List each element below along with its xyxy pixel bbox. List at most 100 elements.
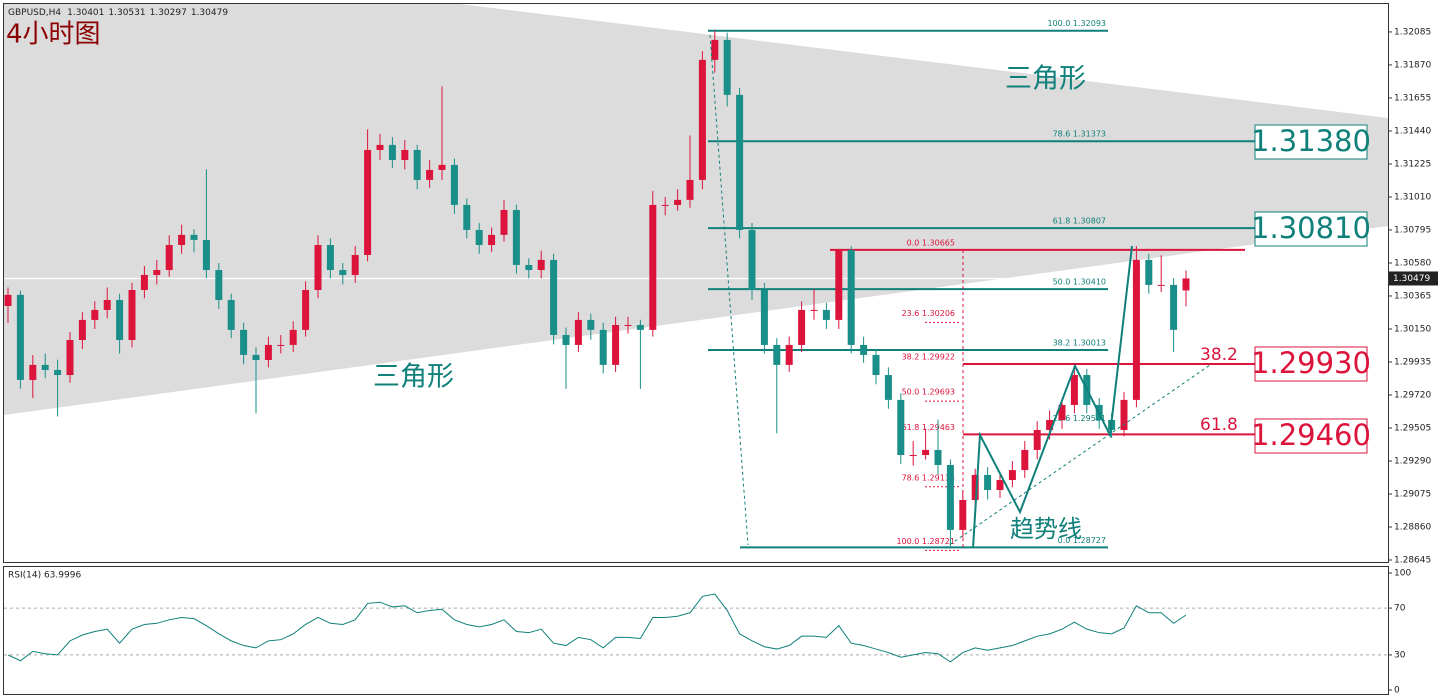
y-tick-label: 1.30580 — [1394, 258, 1431, 268]
ratio-label: 61.8 — [1200, 415, 1238, 435]
candle-body — [711, 39, 719, 60]
candle-body — [884, 375, 892, 400]
fib-label: 78.6 1.31373 — [1053, 130, 1106, 139]
candle-body — [1033, 429, 1041, 450]
candle-body — [822, 309, 830, 320]
candle-body — [748, 229, 756, 290]
candle-body — [426, 169, 434, 180]
candle-body — [574, 319, 582, 345]
candle-body — [103, 299, 111, 310]
fib-label: 23.6 1.29521 — [1053, 414, 1106, 423]
candle-body — [1170, 284, 1178, 330]
y-tick-label: 1.29935 — [1394, 357, 1431, 367]
candle-body — [4, 294, 12, 306]
candle-body — [674, 199, 682, 205]
y-tick-label: 0 — [1394, 686, 1400, 696]
candle-body — [810, 309, 818, 311]
fib-label: 38.2 1.30013 — [1053, 339, 1106, 348]
price-box — [1254, 418, 1368, 454]
rsi-title: RSI(14) 63.9996 — [8, 571, 81, 581]
candle-body — [798, 309, 806, 345]
candle-body — [339, 270, 347, 275]
dotted-line — [709, 34, 749, 546]
candle-body — [54, 369, 62, 376]
candle-body — [351, 254, 359, 275]
candle-body — [723, 39, 731, 95]
candle-body — [326, 245, 334, 271]
fib-label: 50.0 1.30410 — [1053, 278, 1106, 287]
candle-body — [1021, 449, 1029, 471]
candle-body — [475, 229, 483, 246]
candle-body — [153, 270, 161, 275]
candle-body — [537, 259, 545, 271]
y-tick-label: 100 — [1394, 569, 1411, 579]
candle-body — [661, 204, 669, 206]
candle-body — [500, 210, 508, 235]
candle-body — [140, 274, 148, 290]
candle-body — [116, 299, 124, 341]
candle-body — [190, 234, 198, 240]
candle-body — [736, 94, 744, 230]
candle-body — [1132, 259, 1140, 400]
open: 1.30401 — [67, 8, 104, 18]
y-tick-label: 1.31225 — [1394, 159, 1431, 169]
y-tick-label: 1.31010 — [1394, 192, 1431, 202]
y-tick-label: 1.29505 — [1394, 423, 1431, 433]
candle-body — [401, 149, 409, 160]
candle-body — [240, 329, 248, 355]
candle-body — [227, 299, 235, 330]
fib-label: 23.6 1.30206 — [902, 309, 955, 318]
ratio-label: 38.2 — [1200, 345, 1238, 365]
y-tick-label: 1.31440 — [1394, 126, 1431, 136]
candle-body — [1145, 259, 1153, 285]
y-tick-label: 1.30150 — [1394, 324, 1431, 334]
rsi-line — [7, 593, 1187, 663]
fib-label: 61.8 1.30807 — [1053, 217, 1106, 226]
candle-body — [91, 309, 99, 320]
candle-body — [215, 270, 223, 300]
price-box-label: 1.30810 — [1251, 211, 1371, 245]
candle-body — [1120, 399, 1128, 430]
annotation: 三角形 — [373, 362, 454, 393]
y-tick-label: 1.30365 — [1394, 291, 1431, 301]
candle-body — [1157, 284, 1165, 286]
candle-body — [525, 264, 533, 271]
candle-body — [376, 144, 384, 150]
y-tick-label: 1.28645 — [1394, 556, 1431, 566]
fib-label: 100.0 1.32093 — [1047, 19, 1106, 28]
fib-label: 0.0 1.28727 — [1058, 536, 1106, 545]
symbol: GBPUSD,H4 — [8, 8, 61, 18]
candle-body — [16, 294, 24, 380]
candle-body — [1058, 404, 1066, 421]
fib-label: 100.0 1.28721 — [896, 537, 955, 546]
candle-body — [760, 289, 768, 345]
candle-body — [264, 344, 272, 360]
candle-body — [587, 319, 595, 330]
y-tick-label: 1.31655 — [1394, 93, 1431, 103]
candle-body — [438, 164, 446, 170]
candle-body — [624, 324, 632, 326]
candle-body — [165, 245, 173, 271]
candle-body — [388, 144, 396, 160]
candle-body — [773, 344, 781, 365]
candle-body — [202, 239, 210, 271]
candle-body — [488, 234, 496, 246]
candle-body — [946, 464, 954, 530]
close: 1.30479 — [191, 8, 228, 18]
timeframe-label: 4小时图 — [6, 20, 101, 50]
price-box — [1254, 346, 1368, 382]
candle-body — [860, 344, 868, 355]
candle-body — [909, 455, 917, 457]
candle-body — [934, 449, 942, 465]
candle-body — [872, 354, 880, 376]
candle-body — [128, 289, 136, 341]
candle-body — [78, 319, 86, 341]
candle-body — [996, 480, 1004, 491]
candle-body — [1046, 420, 1054, 430]
candle-body — [277, 344, 285, 346]
candle-body — [450, 164, 458, 205]
candle-body — [971, 474, 979, 500]
price-box — [1254, 211, 1368, 247]
low: 1.30297 — [150, 8, 187, 18]
